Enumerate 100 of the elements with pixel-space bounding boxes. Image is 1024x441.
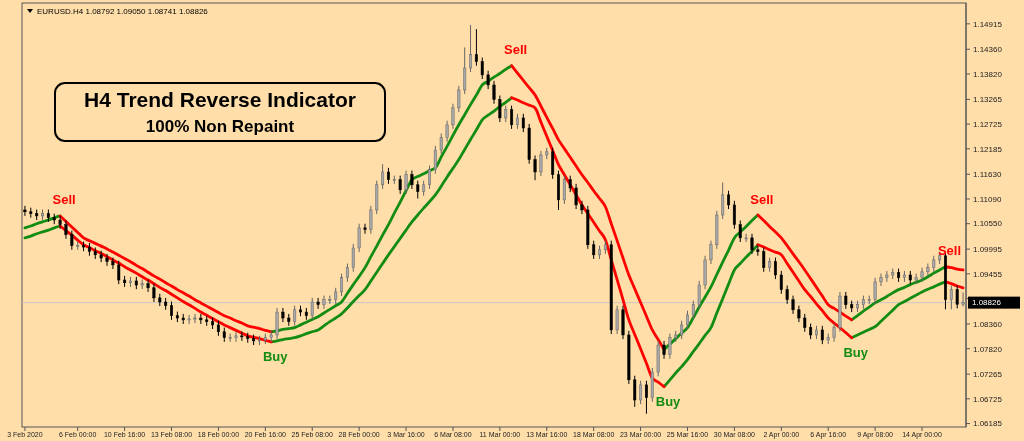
candlestick: [492, 80, 496, 105]
y-tick-label: 1.12725: [973, 119, 1003, 129]
candlestick: [293, 305, 297, 327]
candlestick: [228, 333, 232, 343]
candlestick: [920, 267, 924, 283]
candlestick: [398, 175, 402, 195]
candlestick: [791, 295, 795, 315]
candlestick: [410, 170, 414, 190]
text: 100% Non Repaint: [145, 117, 295, 136]
candlestick: [949, 285, 953, 310]
candlestick: [697, 280, 701, 310]
y-tick-label: 1.12185: [973, 144, 1003, 154]
candlestick: [750, 233, 754, 255]
candlestick: [615, 305, 619, 335]
candlestick: [644, 380, 648, 415]
candlestick: [738, 219, 742, 243]
y-tick-label: 1.08360: [973, 319, 1003, 329]
candlestick: [357, 223, 361, 253]
candlestick: [240, 331, 244, 342]
candlestick: [744, 233, 748, 243]
y-tick-label: 1.09995: [973, 244, 1003, 254]
candlestick: [480, 56, 484, 80]
candlestick: [756, 245, 760, 257]
candlestick: [474, 28, 478, 67]
candlestick: [732, 200, 736, 230]
candlestick: [445, 120, 449, 143]
candlestick: [785, 285, 789, 305]
candlestick: [23, 205, 27, 217]
y-tick-label: 1.14915: [973, 19, 1003, 29]
annotation: EURUSD.H4 1.08792 1.09050 1.08741 1.08826: [37, 6, 209, 16]
candlestick: [721, 181, 725, 220]
y-tick-label: 1.11090: [973, 194, 1002, 204]
candlestick: [773, 257, 777, 280]
candlestick: [381, 163, 385, 190]
candlestick: [539, 150, 543, 177]
candlestick: [820, 325, 824, 345]
candlestick: [955, 285, 959, 309]
annotation: Buy: [262, 349, 289, 365]
candlestick: [369, 205, 373, 235]
candlestick: [961, 291, 965, 308]
candlestick: [322, 295, 326, 310]
candlestick: [510, 105, 514, 130]
ref-line-label: 1.08826: [972, 298, 1002, 308]
candlestick: [70, 230, 74, 251]
candlestick: [351, 243, 355, 273]
candlestick: [340, 273, 344, 297]
annotation: Sell: [52, 192, 76, 208]
candlestick: [762, 247, 766, 273]
candlestick: [316, 297, 320, 310]
y-tick-label: 1.09455: [973, 269, 1003, 279]
y-tick-label: 1.06185: [973, 419, 1003, 429]
candlestick: [580, 200, 584, 215]
candlestick: [691, 300, 695, 320]
annotation: Buy: [655, 394, 682, 410]
candlestick: [832, 323, 836, 343]
y-tick-label: 1.07265: [973, 369, 1003, 379]
candlestick: [433, 145, 437, 175]
candlestick: [146, 279, 150, 293]
candlestick: [551, 147, 555, 180]
candlestick: [111, 257, 115, 270]
candlestick: [451, 103, 455, 130]
candlestick: [727, 190, 731, 210]
candlestick: [779, 270, 783, 295]
candlestick: [686, 310, 689, 330]
candlestick: [521, 113, 525, 133]
candlestick: [428, 165, 431, 190]
y-tick-label: 1.13265: [973, 95, 1003, 105]
candlestick: [469, 24, 473, 73]
candlestick: [562, 175, 566, 205]
text: H4 Trend Reverse Indicator: [84, 88, 356, 111]
candlestick: [187, 314, 191, 325]
candlestick: [439, 133, 443, 155]
candlestick: [152, 283, 156, 303]
candlestick: [486, 70, 490, 90]
candlestick: [170, 301, 173, 321]
candlestick: [117, 260, 121, 285]
candlestick: [457, 85, 461, 113]
candlestick: [404, 170, 408, 195]
candlestick: [639, 380, 643, 405]
candlestick: [58, 215, 62, 230]
candlestick: [234, 331, 238, 343]
candlestick: [105, 253, 109, 267]
candlestick: [310, 297, 314, 321]
candlestick: [463, 46, 467, 95]
annotation: Sell: [750, 191, 774, 207]
candlestick: [345, 263, 349, 283]
candlestick: [633, 375, 637, 408]
candlestick: [873, 277, 877, 305]
candlestick: [668, 333, 672, 360]
y-tick-label: 1.11630: [973, 170, 1002, 180]
y-tick-label: 1.06725: [973, 394, 1003, 404]
y-tick-label: 1.14360: [973, 45, 1003, 55]
candlestick: [275, 307, 279, 340]
candlestick: [680, 320, 684, 340]
y-tick-label: 1.07820: [973, 344, 1003, 354]
candlestick: [363, 223, 367, 235]
candlestick: [533, 154, 537, 181]
candlestick: [193, 313, 197, 324]
candlestick: [574, 183, 578, 210]
annotation: Sell: [504, 42, 528, 58]
